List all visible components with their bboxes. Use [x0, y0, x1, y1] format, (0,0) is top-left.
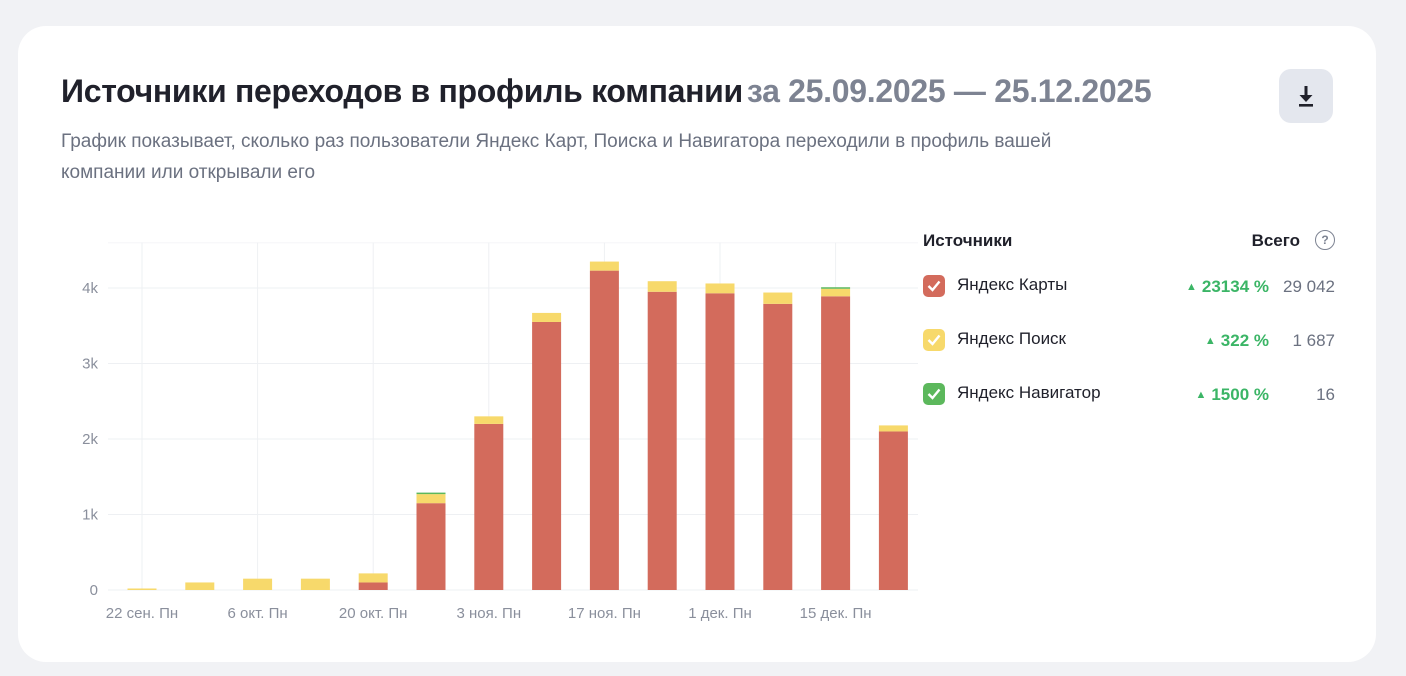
legend-panel: Источники Всего ? Яндекс Карты ▲ 23134 % …: [923, 230, 1335, 429]
bar-segment-maps[interactable]: [532, 321, 562, 590]
legend-item-delta: ▲ 322 %: [1205, 331, 1269, 351]
card-subtitle: График показывает, сколько раз пользоват…: [61, 131, 1052, 183]
bar-segment-search[interactable]: [647, 281, 677, 292]
x-tick-label: 22 сен. Пн: [106, 605, 178, 622]
legend-item-search[interactable]: Яндекс Поиск ▲ 322 % 1 687: [923, 327, 1335, 375]
legend-item-name: Яндекс Карты: [957, 275, 1068, 294]
legend-item-delta: ▲ 23134 %: [1186, 277, 1269, 297]
arrow-up-icon: ▲: [1204, 335, 1216, 347]
bar-segment-search[interactable]: [474, 416, 504, 424]
x-tick-label: 6 окт. Пн: [227, 605, 287, 622]
title-text: Источники переходов в профиль компании: [61, 73, 743, 109]
checkbox-navigator[interactable]: [923, 383, 945, 405]
arrow-up-icon: ▲: [1185, 281, 1197, 293]
legend-item-maps[interactable]: Яндекс Карты ▲ 23134 % 29 042: [923, 273, 1335, 321]
x-tick-label: 15 дек. Пн: [800, 605, 872, 622]
legend-total-label: Всего: [1251, 231, 1300, 250]
legend-item-total: 16: [1316, 385, 1335, 404]
y-tick-label: 0: [90, 582, 98, 599]
bar-segment-maps[interactable]: [763, 303, 793, 590]
y-tick-label: 1k: [82, 507, 98, 524]
period-text: за 25.09.2025 — 25.12.2025: [746, 73, 1152, 109]
check-icon: [927, 280, 941, 292]
bar-segment-search[interactable]: [589, 261, 619, 271]
bar-segment-maps[interactable]: [589, 270, 619, 590]
bar-segment-navigator[interactable]: [416, 492, 446, 495]
bar-segment-search[interactable]: [185, 582, 215, 590]
download-icon: [1299, 86, 1313, 107]
legend-item-delta: ▲ 1500 %: [1195, 385, 1269, 405]
bar-segment-maps[interactable]: [647, 291, 677, 590]
legend-sources-label: Источники: [923, 231, 1013, 250]
bar-segment-search[interactable]: [416, 494, 446, 504]
x-tick-label: 1 дек. Пн: [688, 605, 752, 622]
bar-segment-search[interactable]: [358, 573, 388, 583]
bar-segment-search[interactable]: [821, 288, 851, 297]
arrow-up-icon: ▲: [1195, 389, 1207, 401]
check-icon: [927, 334, 941, 346]
checkbox-maps[interactable]: [923, 275, 945, 297]
legend-header: Источники Всего ?: [923, 230, 1335, 259]
bar-segment-maps[interactable]: [416, 503, 446, 590]
legend-item-name: Яндекс Поиск: [957, 329, 1066, 348]
checkbox-search[interactable]: [923, 329, 945, 351]
bar-segment-navigator[interactable]: [821, 287, 851, 289]
legend-item-total: 1 687: [1292, 331, 1335, 350]
bar-segment-maps[interactable]: [705, 293, 735, 590]
legend-item-navigator[interactable]: Яндекс Навигатор ▲ 1500 % 16: [923, 381, 1335, 429]
download-button[interactable]: [1279, 69, 1333, 123]
bar-segment-search[interactable]: [243, 578, 273, 590]
bar-segment-search[interactable]: [127, 588, 157, 590]
legend-item-total: 29 042: [1283, 277, 1335, 296]
bar-segment-search[interactable]: [763, 292, 793, 304]
y-tick-label: 2k: [82, 431, 98, 448]
delta-value: 1500 %: [1211, 385, 1269, 404]
bar-segment-maps[interactable]: [474, 423, 504, 590]
bar-segment-maps[interactable]: [878, 431, 908, 590]
bar-segment-maps[interactable]: [358, 582, 388, 590]
bar-segment-search[interactable]: [532, 312, 562, 322]
stacked-bar-chart: 0 1k 2k 3k 4k 22 сен. Пн 6 окт. Пн 20 окт. Пн 3 …: [82, 242, 918, 622]
bar-segment-maps[interactable]: [821, 296, 851, 590]
y-tick-label: 3k: [82, 356, 98, 373]
delta-value: 322 %: [1220, 331, 1269, 350]
bar-segment-search[interactable]: [878, 425, 908, 432]
question-circle-icon[interactable]: ?: [1315, 230, 1335, 250]
bar-segment-search[interactable]: [705, 283, 735, 294]
delta-value: 23134 %: [1201, 277, 1269, 296]
sources-card: Источники переходов в профиль компании за…: [18, 26, 1376, 662]
x-tick-label: 3 ноя. Пн: [456, 605, 521, 622]
y-tick-label: 4k: [82, 280, 98, 297]
x-tick-label: 17 ноя. Пн: [568, 605, 641, 622]
legend-item-name: Яндекс Навигатор: [957, 383, 1101, 402]
check-icon: [927, 388, 941, 400]
x-tick-label: 20 окт. Пн: [339, 605, 408, 622]
card-title: Источники переходов в профиль компании за…: [61, 72, 1152, 110]
bar-segment-search[interactable]: [300, 578, 330, 590]
